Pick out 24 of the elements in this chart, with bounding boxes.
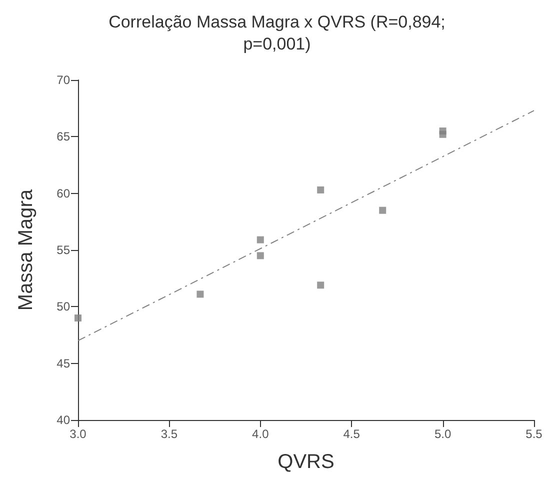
y-tick-label: 60 — [56, 186, 70, 200]
y-tick-label: 55 — [56, 243, 70, 257]
y-tick-label: 45 — [56, 356, 70, 370]
point — [317, 282, 324, 289]
y-tick-label: 70 — [56, 73, 70, 87]
y-tick-label: 40 — [56, 413, 70, 427]
point — [379, 206, 386, 214]
point — [74, 314, 82, 322]
x-tick-label: 5.5 — [526, 427, 543, 441]
point — [439, 130, 446, 138]
point — [196, 290, 204, 298]
y-axis-title: Massa Magra — [15, 188, 37, 311]
point — [256, 236, 264, 244]
y-tick-label: 65 — [56, 130, 70, 144]
y-tick-label: 50 — [56, 300, 70, 314]
x-tick-label: 4.0 — [252, 427, 270, 441]
x-axis-title: QVRS — [278, 451, 334, 473]
x-tick-label: 3.5 — [160, 427, 178, 441]
x-tick-label: 4.5 — [343, 427, 360, 441]
x-tick-label: 3.0 — [70, 427, 87, 441]
chart-title: Correlação Massa Magra x QVRS (R=0,894; p=0,001) — [108, 12, 446, 54]
point — [317, 186, 324, 194]
point — [256, 252, 264, 260]
x-tick-label: 5.0 — [434, 427, 452, 441]
